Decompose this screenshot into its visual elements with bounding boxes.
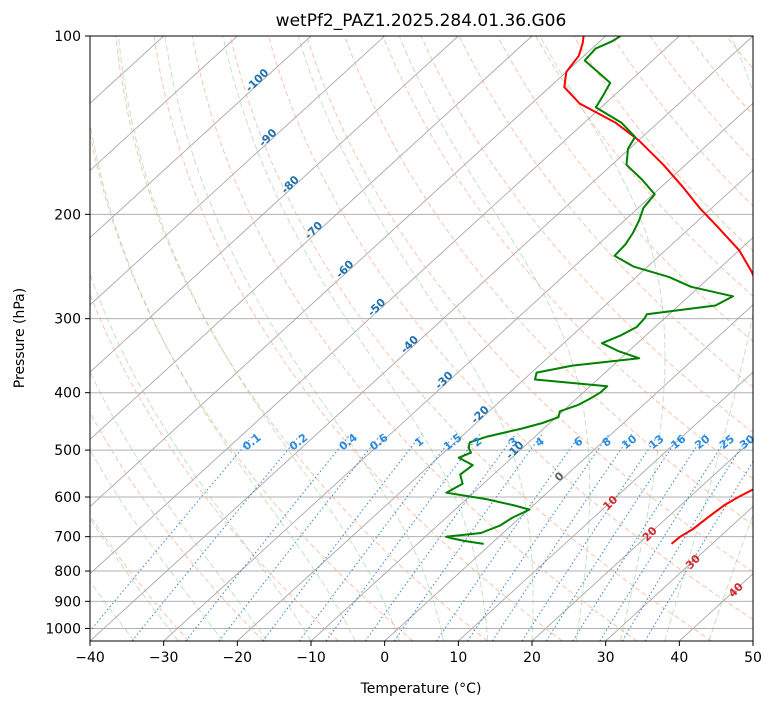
y-tick-label: 400	[54, 386, 81, 402]
x-tick-label: 50	[744, 650, 762, 666]
y-tick-label: 900	[54, 594, 81, 610]
y-tick-label: 100	[54, 29, 81, 45]
chart-title: wetPf2_PAZ1.2025.284.01.36.G06	[276, 11, 567, 31]
y-tick-label: 800	[54, 564, 81, 580]
x-tick-label: 30	[597, 650, 615, 666]
y-tick-label: 300	[54, 312, 81, 328]
y-tick-label: 700	[54, 530, 81, 546]
x-tick-label: 0	[380, 650, 389, 666]
x-axis-label: Temperature (°C)	[360, 681, 482, 697]
x-tick-label: −10	[296, 650, 326, 666]
y-tick-label: 1000	[45, 621, 81, 637]
y-tick-label: 600	[54, 490, 81, 506]
x-tick-label: −30	[149, 650, 179, 666]
x-tick-label: 20	[523, 650, 541, 666]
y-tick-label: 500	[54, 443, 81, 459]
y-tick-label: 200	[54, 207, 81, 223]
y-axis-label: Pressure (hPa)	[12, 288, 28, 388]
x-tick-label: −20	[223, 650, 253, 666]
x-tick-label: 10	[449, 650, 467, 666]
x-tick-label: 40	[670, 650, 688, 666]
x-tick-label: −40	[75, 650, 105, 666]
